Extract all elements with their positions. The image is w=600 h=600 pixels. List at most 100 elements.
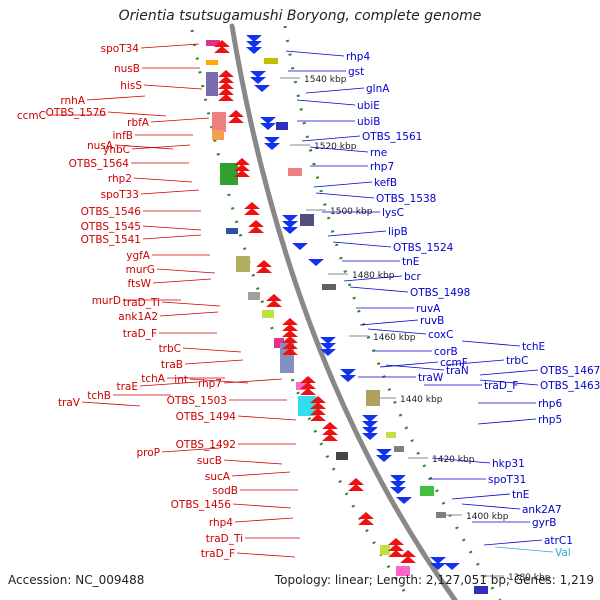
left-gene-label[interactable]: OTBS_1503 xyxy=(167,395,227,407)
left-gene-label[interactable]: ftsW xyxy=(128,278,152,290)
blue-gene-arrow[interactable] xyxy=(320,337,336,344)
red-gene-arrow[interactable] xyxy=(234,158,250,165)
gene-block[interactable] xyxy=(264,58,278,64)
right-gene-label[interactable]: rhp4 xyxy=(346,51,370,63)
left-gene-label[interactable]: traE xyxy=(116,381,138,393)
left-gene-label[interactable]: traD_Ti xyxy=(206,533,243,545)
right-gene-label[interactable]: gst xyxy=(348,66,364,78)
gene-block[interactable] xyxy=(248,292,260,300)
red-gene-arrow[interactable] xyxy=(248,220,264,227)
red-gene-arrow[interactable] xyxy=(282,318,298,325)
blue-gene-arrow[interactable] xyxy=(246,47,262,54)
gene-block[interactable] xyxy=(396,566,410,576)
red-gene-arrow[interactable] xyxy=(388,538,404,545)
red-gene-arrow[interactable] xyxy=(228,116,244,123)
gene-block[interactable] xyxy=(206,72,218,96)
blue-gene-arrow[interactable] xyxy=(362,427,378,434)
left-gene-label[interactable]: proP xyxy=(136,447,160,459)
right-gene-label[interactable]: tchE xyxy=(522,341,545,353)
red-gene-arrow[interactable] xyxy=(266,300,282,307)
red-gene-arrow[interactable] xyxy=(244,202,260,209)
left-gene-label[interactable]: OTBS_1564 xyxy=(69,158,130,170)
red-gene-arrow[interactable] xyxy=(358,518,374,525)
right-gene-label[interactable]: bcr xyxy=(404,271,421,283)
gene-block[interactable] xyxy=(436,512,446,518)
red-gene-arrow[interactable] xyxy=(218,88,234,95)
red-gene-arrow[interactable] xyxy=(388,544,404,551)
gene-block[interactable] xyxy=(262,310,274,318)
gene-block[interactable] xyxy=(366,390,380,406)
gene-block[interactable] xyxy=(298,396,316,416)
blue-gene-arrow[interactable] xyxy=(340,375,356,382)
left-gene-label[interactable]: rhp2 xyxy=(108,173,132,185)
blue-gene-arrow[interactable] xyxy=(430,563,446,570)
red-gene-arrow[interactable] xyxy=(400,556,416,563)
right-gene-label[interactable]: ubiE xyxy=(357,100,380,112)
red-gene-arrow[interactable] xyxy=(228,110,244,117)
red-gene-arrow[interactable] xyxy=(214,46,230,53)
right-gene-label[interactable]: rne xyxy=(370,147,387,159)
red-gene-arrow[interactable] xyxy=(256,266,272,273)
right-gene-label[interactable]: atrC1 xyxy=(544,535,573,547)
blue-gene-arrow[interactable] xyxy=(390,487,406,494)
blue-gene-arrow[interactable] xyxy=(376,455,392,462)
red-gene-arrow[interactable] xyxy=(248,226,264,233)
gene-block[interactable] xyxy=(300,214,314,226)
red-gene-arrow[interactable] xyxy=(348,484,364,491)
red-gene-arrow[interactable] xyxy=(244,208,260,215)
left-gene-label[interactable]: trbC xyxy=(159,343,181,355)
left-gene-label[interactable]: yhbC xyxy=(103,144,130,156)
blue-gene-arrow[interactable] xyxy=(260,123,276,130)
red-gene-arrow[interactable] xyxy=(400,550,416,557)
left-gene-label[interactable]: ank1A2 xyxy=(118,311,158,323)
left-gene-label[interactable]: sodB xyxy=(212,485,238,497)
right-gene-label[interactable]: kefB xyxy=(374,177,397,189)
right-gene-label[interactable]: lysC xyxy=(382,207,404,219)
right-gene-label[interactable]: ccmF xyxy=(440,357,468,369)
right-gene-label[interactable]: tnE xyxy=(402,256,419,268)
gene-block[interactable] xyxy=(220,163,238,185)
gene-block[interactable] xyxy=(380,545,390,555)
blue-gene-arrow[interactable] xyxy=(264,137,280,144)
blue-gene-arrow[interactable] xyxy=(320,343,336,350)
red-gene-arrow[interactable] xyxy=(300,376,316,383)
blue-gene-arrow[interactable] xyxy=(282,227,298,234)
right-gene-label[interactable]: rhp6 xyxy=(538,398,562,410)
gene-block[interactable] xyxy=(274,338,284,348)
left-gene-label[interactable]: nusA xyxy=(87,140,114,152)
left-gene-label[interactable]: OTBS_1541 xyxy=(81,234,141,246)
red-gene-arrow[interactable] xyxy=(310,414,326,421)
right-gene-label[interactable]: traW xyxy=(418,372,444,384)
gene-block[interactable] xyxy=(226,228,238,234)
red-gene-arrow[interactable] xyxy=(234,170,250,177)
red-gene-arrow[interactable] xyxy=(322,428,338,435)
blue-gene-arrow[interactable] xyxy=(260,117,276,124)
blue-gene-arrow[interactable] xyxy=(362,415,378,422)
right-gene-label[interactable]: trbC xyxy=(506,355,528,367)
left-gene-label[interactable]: rhp4 xyxy=(209,517,233,529)
gene-block[interactable] xyxy=(276,122,288,130)
left-gene-label[interactable]: traV xyxy=(58,397,81,409)
right-gene-label[interactable]: hkp31 xyxy=(492,458,525,470)
gene-block[interactable] xyxy=(288,168,302,176)
left-gene-label[interactable]: OTBS_1492 xyxy=(176,439,236,451)
blue-gene-arrow[interactable] xyxy=(390,481,406,488)
gene-block[interactable] xyxy=(212,130,224,140)
left-gene-label[interactable]: int xyxy=(174,374,188,386)
right-gene-label[interactable]: traD_F xyxy=(484,380,518,392)
red-gene-arrow[interactable] xyxy=(348,478,364,485)
left-gene-label[interactable]: OTBS_1545 xyxy=(81,221,141,233)
red-gene-arrow[interactable] xyxy=(234,164,250,171)
right-gene-label[interactable]: glnA xyxy=(366,83,390,95)
blue-gene-arrow[interactable] xyxy=(246,41,262,48)
gene-block[interactable] xyxy=(336,452,348,460)
gene-block[interactable] xyxy=(322,284,336,290)
right-gene-label[interactable]: lipB xyxy=(388,226,408,238)
right-gene-label[interactable]: OTBS_1463 xyxy=(540,380,600,392)
gene-block[interactable] xyxy=(212,112,226,132)
left-gene-label[interactable]: infB xyxy=(113,130,133,142)
right-gene-label[interactable]: spoT31 xyxy=(488,474,526,486)
left-gene-label[interactable]: traD_F xyxy=(123,328,157,340)
red-gene-arrow[interactable] xyxy=(218,82,234,89)
blue-gene-arrow[interactable] xyxy=(250,77,266,84)
